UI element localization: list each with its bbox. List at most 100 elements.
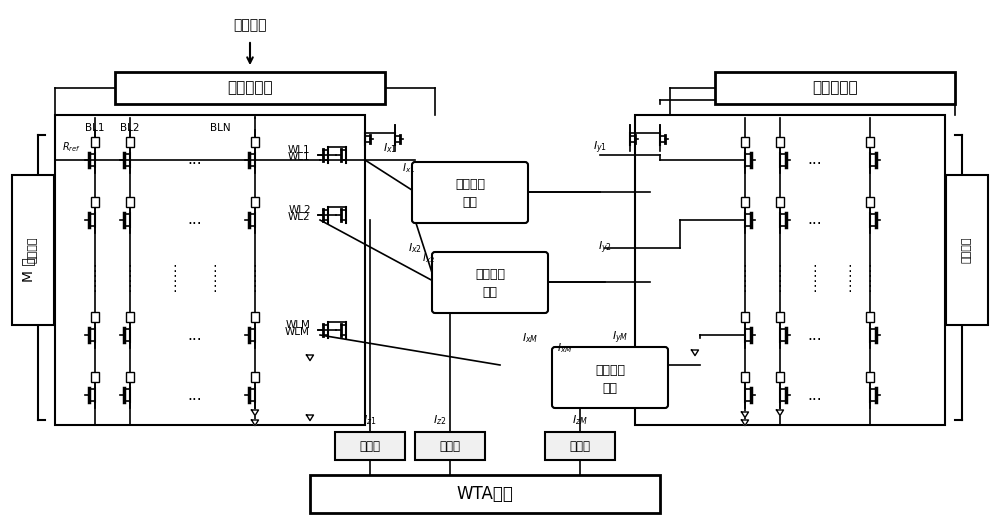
Text: $I_{yM}$: $I_{yM}$ (612, 330, 628, 346)
Text: $I_{x2}$: $I_{x2}$ (408, 241, 422, 255)
Text: WLM: WLM (285, 327, 310, 337)
Text: :: : (848, 281, 852, 295)
Text: 电路: 电路 (482, 287, 498, 300)
Bar (310, 475, 660, 513)
Polygon shape (306, 415, 314, 421)
Polygon shape (306, 355, 314, 361)
FancyBboxPatch shape (412, 162, 528, 223)
Bar (91, 197, 99, 207)
Bar (251, 137, 259, 147)
Polygon shape (742, 412, 748, 418)
Text: $I_{x2}$: $I_{x2}$ (422, 251, 435, 265)
Text: :: : (253, 281, 257, 295)
Text: :: : (813, 281, 817, 295)
Bar (741, 197, 749, 207)
Text: :: : (743, 261, 747, 275)
Bar (91, 312, 99, 322)
Bar (335, 432, 405, 460)
Bar (741, 137, 749, 147)
Text: BLN: BLN (210, 123, 230, 133)
Text: :: : (868, 261, 872, 275)
Text: :: : (128, 271, 132, 285)
Text: ...: ... (188, 388, 202, 402)
Text: ...: ... (808, 388, 822, 402)
Text: ...: ... (188, 152, 202, 168)
Bar (126, 372, 134, 382)
Text: 电路: 电路 (462, 196, 478, 210)
Text: :: : (253, 271, 257, 285)
Text: ...: ... (188, 328, 202, 343)
Bar (776, 312, 784, 322)
Text: WTA电路: WTA电路 (457, 485, 513, 503)
Text: 行驱动器: 行驱动器 (962, 237, 972, 263)
Text: $I_{z2}$: $I_{z2}$ (433, 413, 447, 427)
Bar (776, 197, 784, 207)
Bar (715, 72, 955, 104)
Text: :: : (128, 281, 132, 295)
Text: $I_{y2}$: $I_{y2}$ (598, 240, 612, 256)
Text: :: : (173, 261, 177, 275)
Text: $I_{xM}$: $I_{xM}$ (522, 331, 538, 345)
Text: 电流镜: 电流镜 (360, 440, 380, 453)
Text: :: : (173, 281, 177, 295)
Polygon shape (742, 420, 748, 425)
Text: :: : (128, 261, 132, 275)
Bar (126, 312, 134, 322)
FancyBboxPatch shape (432, 252, 548, 313)
Polygon shape (692, 350, 698, 356)
Text: :: : (848, 271, 852, 285)
Text: $I_{x1}$: $I_{x1}$ (402, 161, 415, 175)
Bar (115, 72, 385, 104)
Bar (91, 372, 99, 382)
Text: WLM: WLM (286, 320, 311, 330)
Text: ...: ... (808, 152, 822, 168)
Bar (251, 197, 259, 207)
Polygon shape (252, 420, 258, 425)
Text: :: : (743, 281, 747, 295)
Text: 电路: 电路 (602, 381, 618, 395)
Bar (415, 432, 485, 460)
Text: :: : (213, 261, 217, 275)
Text: 余弦计算: 余弦计算 (595, 364, 625, 377)
Polygon shape (252, 410, 258, 416)
Text: :: : (253, 261, 257, 275)
Bar (866, 372, 874, 382)
Bar (251, 372, 259, 382)
Text: $I_{z1}$: $I_{z1}$ (363, 413, 377, 427)
Text: :: : (868, 271, 872, 285)
Text: :: : (213, 271, 217, 285)
Text: WL1: WL1 (287, 152, 310, 162)
Text: WL1: WL1 (287, 145, 310, 155)
Bar (946, 175, 988, 325)
Bar (545, 432, 615, 460)
Text: ...: ... (808, 328, 822, 343)
Bar (635, 115, 945, 425)
Text: 查询向量: 查询向量 (233, 18, 267, 32)
Text: $I_{x1}$: $I_{x1}$ (383, 141, 397, 155)
Text: :: : (743, 271, 747, 285)
Bar (126, 137, 134, 147)
Polygon shape (776, 410, 784, 416)
Text: :: : (93, 281, 97, 295)
Text: $R_{ref}$: $R_{ref}$ (62, 140, 82, 154)
Bar (55, 115, 365, 425)
Bar (741, 372, 749, 382)
Text: ...: ... (188, 213, 202, 227)
Text: BL2: BL2 (120, 123, 140, 133)
Text: M 行: M 行 (21, 258, 35, 282)
Bar (251, 312, 259, 322)
Text: :: : (813, 261, 817, 275)
Text: 电流镜: 电流镜 (570, 440, 590, 453)
Bar (866, 312, 874, 322)
Text: :: : (173, 271, 177, 285)
Text: :: : (213, 281, 217, 295)
Text: :: : (813, 271, 817, 285)
Text: 余弦计算: 余弦计算 (455, 179, 485, 191)
Text: :: : (778, 281, 782, 295)
Text: 行驱动器: 行驱动器 (28, 237, 38, 263)
Text: :: : (778, 261, 782, 275)
Text: :: : (848, 261, 852, 275)
Bar (776, 372, 784, 382)
Text: :: : (93, 261, 97, 275)
Bar (12, 175, 54, 325)
